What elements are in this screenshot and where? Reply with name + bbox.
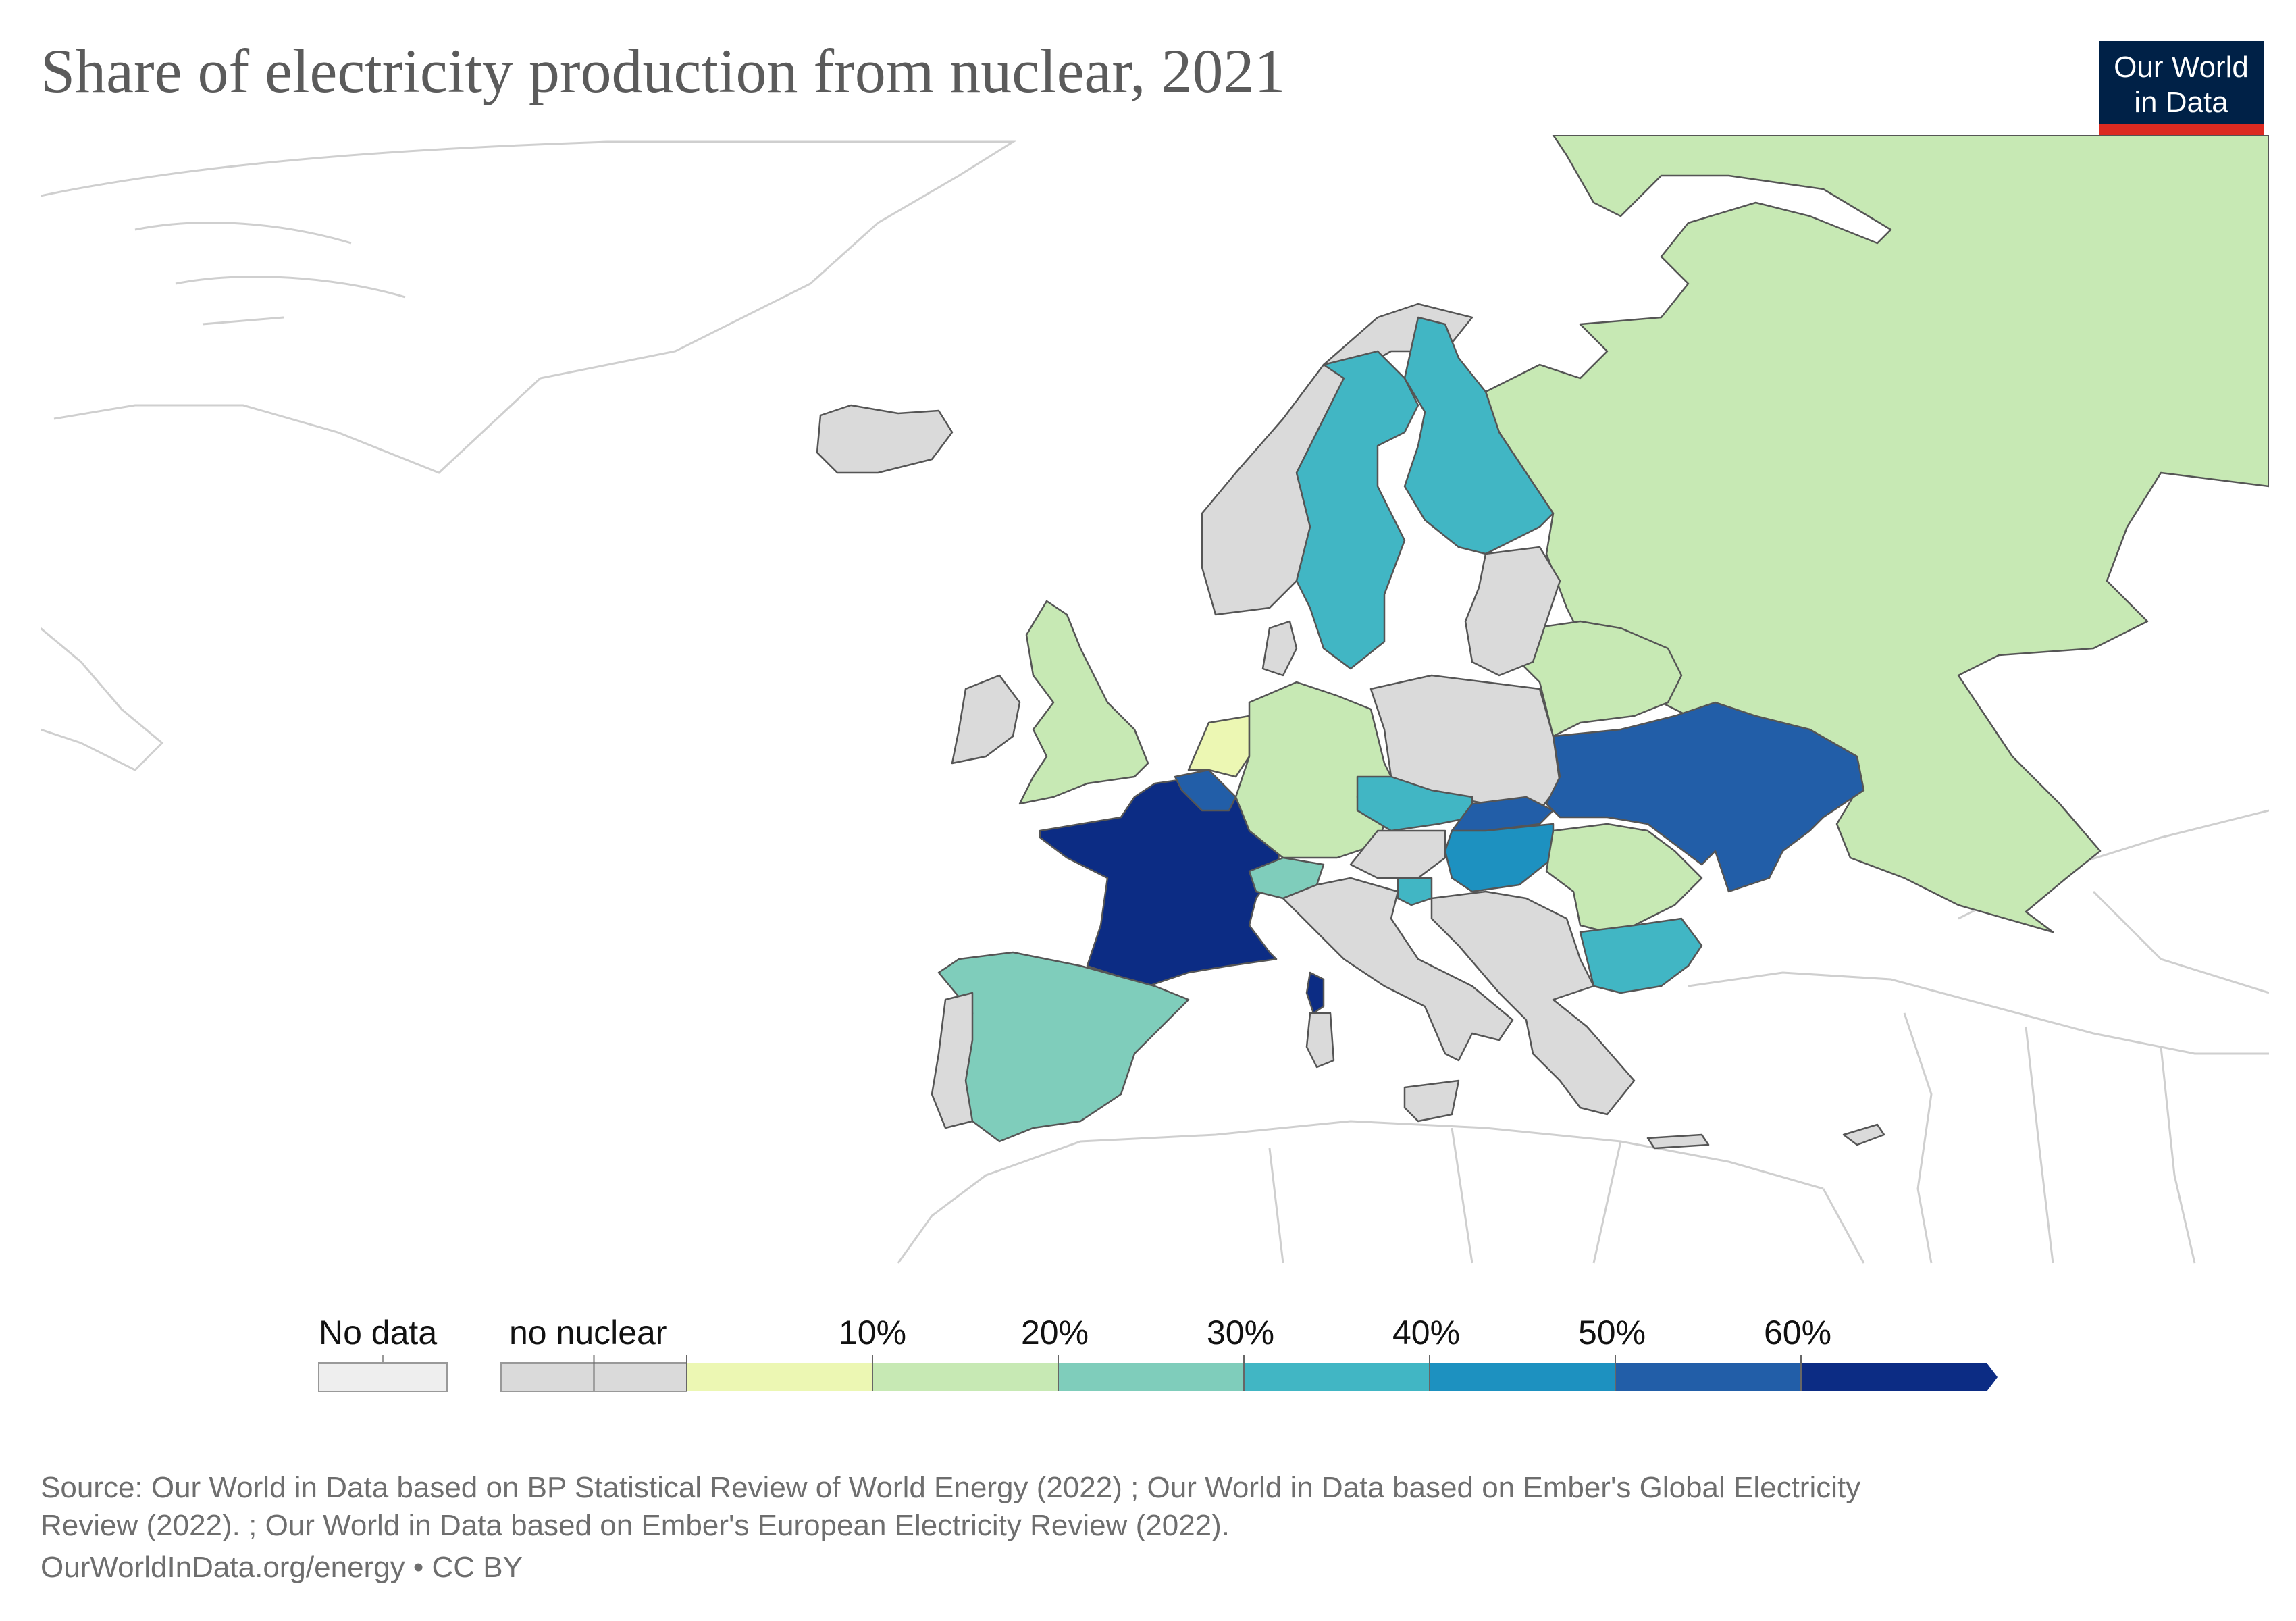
country-corsica	[1305, 971, 1325, 1014]
legend-bin-swatch[interactable]	[1615, 1363, 1801, 1391]
countries	[816, 135, 2269, 1150]
legend-no-data-swatch[interactable]	[318, 1362, 448, 1392]
country-balkans	[1430, 890, 1636, 1116]
legend-no-nuclear-label: no nuclear	[509, 1314, 667, 1352]
context-outlines	[41, 140, 2269, 1264]
country-iceland	[816, 404, 954, 474]
footer-link[interactable]: OurWorldInData.org/energy • CC BY	[41, 1551, 523, 1584]
country-crete	[1646, 1133, 1710, 1150]
country-italy	[1282, 877, 1514, 1062]
country-slovenia	[1397, 877, 1433, 906]
legend-bin-swatch[interactable]	[1244, 1363, 1430, 1391]
country-netherlands	[1187, 715, 1251, 778]
legend-bins	[500, 1355, 1998, 1392]
country-bulgaria	[1579, 917, 1703, 994]
logo-line-2: in Data	[2134, 86, 2228, 119]
country-finland	[1403, 316, 1555, 555]
country-uk	[1018, 600, 1149, 805]
country-germany	[1234, 681, 1392, 859]
legend-tick-label: 20%	[1021, 1314, 1089, 1352]
country-romania	[1545, 823, 1703, 933]
legend-bin-swatch[interactable]	[687, 1363, 872, 1391]
legend-bin-swatch[interactable]	[872, 1363, 1058, 1391]
country-ireland	[951, 674, 1021, 765]
legend-tick-label: 50%	[1578, 1314, 1646, 1352]
country-hungary	[1444, 823, 1555, 893]
country-baltics	[1464, 546, 1561, 677]
legend-tick-label: 10%	[839, 1314, 907, 1352]
source-note-line-1: Source: Our World in Data based on BP St…	[41, 1471, 1861, 1504]
country-cyprus	[1842, 1123, 1885, 1146]
legend-tick-label: 30%	[1207, 1314, 1275, 1352]
logo-accent-bar	[2099, 124, 2264, 135]
country-sweden	[1295, 350, 1419, 670]
legend-no-data-label: No data	[319, 1314, 438, 1352]
legend-tick-label: 60%	[1764, 1314, 1832, 1352]
country-sicily	[1403, 1079, 1460, 1123]
country-belarus	[1518, 620, 1683, 738]
country-sardinia	[1305, 1012, 1335, 1069]
source-note-line-2: Review (2022). ; Our World in Data based…	[41, 1509, 1230, 1542]
legend-bin-swatch[interactable]	[1430, 1363, 1615, 1391]
europe-map	[41, 135, 2269, 1264]
country-denmark	[1261, 620, 1298, 677]
legend-bin-swatch[interactable]	[1058, 1363, 1244, 1391]
owid-logo[interactable]: Our World in Data	[2099, 41, 2264, 135]
legend-tick-label: 40%	[1392, 1314, 1461, 1352]
legend-bin-swatch[interactable]	[500, 1362, 687, 1392]
country-portugal	[931, 992, 974, 1129]
chart-title: Share of electricity production from nuc…	[41, 36, 1286, 105]
logo-line-1: Our World	[2114, 51, 2249, 84]
legend-bin-swatch[interactable]	[1801, 1363, 1998, 1391]
country-ukraine	[1545, 701, 1865, 893]
